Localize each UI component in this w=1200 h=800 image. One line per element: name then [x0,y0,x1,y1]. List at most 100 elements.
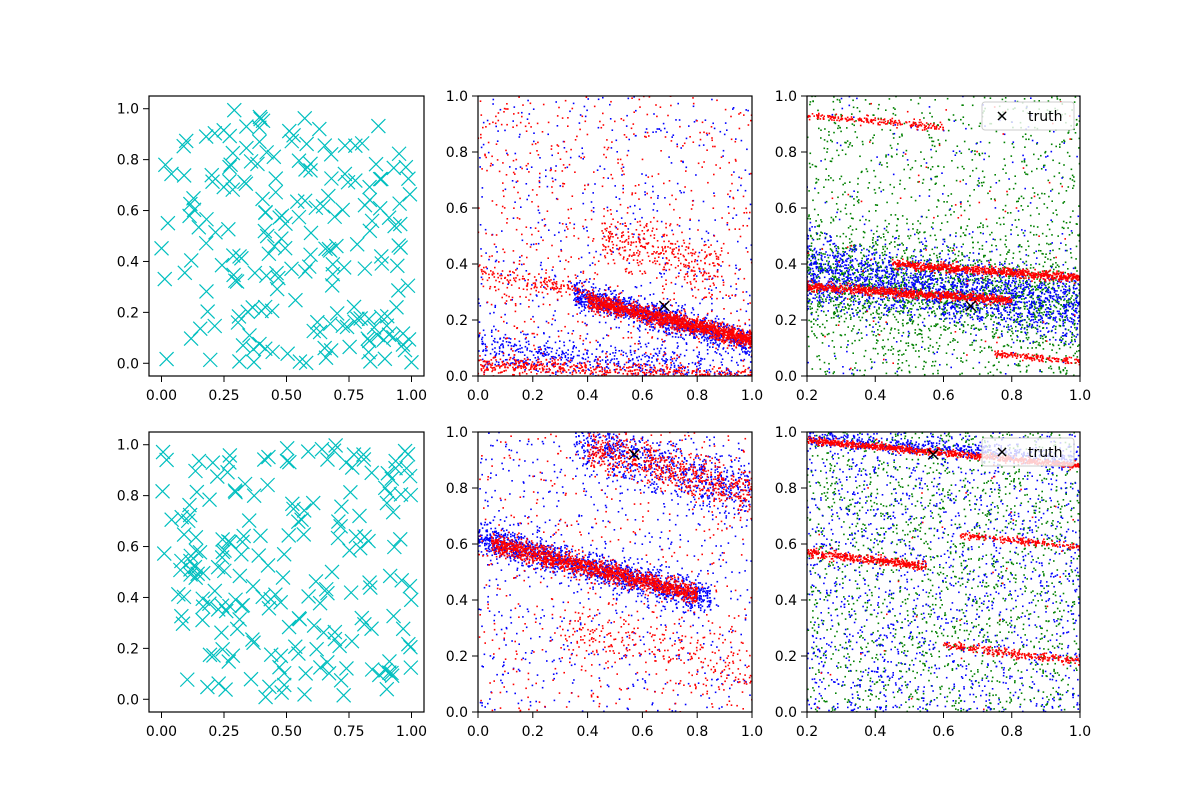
data-point [570,282,572,284]
data-point [717,332,720,334]
data-point [581,297,583,300]
data-point [516,267,518,270]
marker-point [247,265,263,281]
marker-point [257,223,273,239]
data-point [519,344,521,347]
data-point [514,359,516,362]
data-point [558,367,561,370]
data-point [541,268,543,271]
data-point [640,358,643,361]
data-point [609,361,611,364]
data-point [614,185,616,187]
data-point [644,247,647,250]
data-point [526,168,528,170]
data-point [731,325,734,327]
data-point [486,367,488,370]
data-point [598,298,600,300]
data-point [714,336,717,338]
data-point [517,359,520,361]
data-point [694,327,697,330]
data-point [567,280,570,283]
data-point [555,285,558,287]
data-point [618,299,621,301]
data-point [568,339,571,342]
data-point [628,366,631,368]
data-point [546,362,548,365]
data-point [675,247,678,249]
data-point [507,362,510,365]
data-point [725,339,727,342]
data-point [515,168,517,170]
data-point [675,327,678,330]
data-point [691,329,693,332]
data-point [581,292,583,294]
marker-point [164,166,179,182]
data-point [656,128,659,130]
data-point [499,337,502,340]
data-point [701,321,704,324]
data-point [691,289,693,291]
data-point [632,212,635,215]
data-point [700,357,702,360]
data-point [572,315,574,317]
data-point [652,305,655,307]
data-point [525,285,528,287]
data-point [559,291,562,293]
data-point [652,261,654,264]
data-point [657,320,660,323]
data-point [539,264,542,267]
data-point [598,366,601,368]
data-point [671,351,674,353]
data-point [730,336,732,339]
marker-point [303,247,318,263]
data-point [692,333,694,335]
data-point [696,336,698,338]
data-point [553,281,555,284]
data-point [713,324,715,326]
data-point [599,343,601,346]
data-point [750,341,752,343]
data-point [636,252,638,254]
data-point [720,333,722,336]
data-point [742,351,744,353]
data-point [675,370,677,373]
marker-point [198,129,214,145]
data-point [549,346,551,349]
data-point [675,368,678,370]
data-point [597,312,600,314]
data-point [495,259,498,262]
data-point [732,339,735,341]
data-point [581,282,583,285]
data-point [488,277,490,279]
data-point [646,314,648,316]
data-point [592,304,595,306]
data-point [518,366,520,368]
data-point [702,318,704,320]
data-point [585,289,587,291]
data-point [730,328,732,331]
data-point [598,302,600,305]
data-point [495,125,497,128]
data-point [622,234,625,237]
data-point [609,369,611,371]
data-point [665,318,668,320]
data-point [613,290,615,292]
data-point [659,311,661,313]
data-point [735,338,738,341]
data-point [740,184,742,187]
data-point [604,236,606,238]
data-point [526,349,528,351]
data-point [676,143,678,146]
data-point [601,222,603,225]
data-point [711,333,713,336]
data-point [513,106,516,108]
data-point [749,351,751,353]
data-point [674,256,677,258]
data-point [679,353,682,356]
data-point [716,331,718,333]
data-point [499,371,502,374]
data-point [646,354,648,357]
data-point [594,306,596,309]
data-point [548,353,550,355]
data-point [549,358,552,360]
